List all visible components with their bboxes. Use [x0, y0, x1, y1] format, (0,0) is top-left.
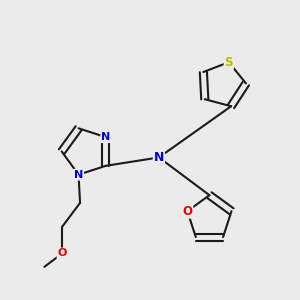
- Text: O: O: [182, 205, 192, 218]
- Text: O: O: [58, 248, 67, 258]
- Text: N: N: [74, 170, 83, 180]
- Text: N: N: [101, 132, 110, 142]
- Text: S: S: [225, 56, 233, 69]
- Text: N: N: [154, 151, 164, 164]
